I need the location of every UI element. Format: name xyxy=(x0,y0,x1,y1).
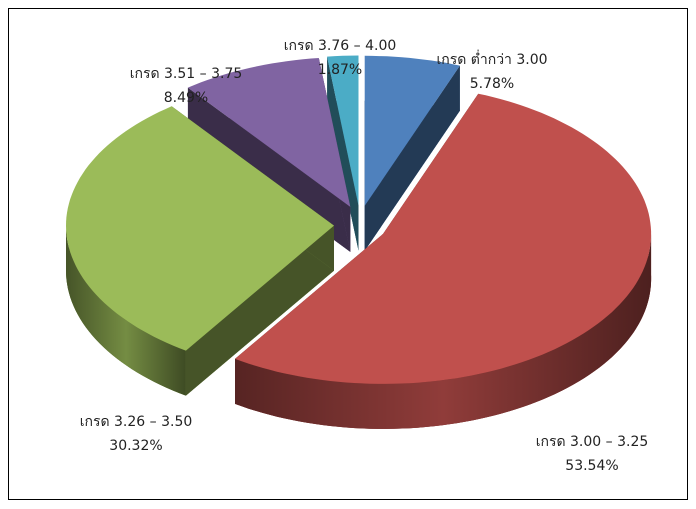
slice-wall-shade xyxy=(185,225,334,396)
slice-value-label: 30.32% xyxy=(109,438,162,454)
slice-label: เกรด 3.00 – 3.25 xyxy=(536,434,649,450)
slice-label: เกรด ต่ำกว่า 3.00 xyxy=(436,50,547,68)
slice-top xyxy=(364,55,460,206)
slice-side-shade xyxy=(235,233,652,429)
slice xyxy=(364,55,460,251)
slice xyxy=(235,93,652,429)
slice-top xyxy=(235,93,652,384)
slice-label: เกรด 3.51 – 3.75 xyxy=(130,66,243,82)
slice-wall-shade xyxy=(327,56,359,251)
slice-value-label: 5.78% xyxy=(470,76,514,92)
slice-top xyxy=(66,106,334,351)
slice-value-label: 8.49% xyxy=(164,90,208,106)
slice-top xyxy=(187,58,351,207)
pie xyxy=(66,55,652,429)
slice-wall-shade xyxy=(364,65,460,251)
slice-value-label: 53.54% xyxy=(565,458,618,474)
slice-label: เกรด 3.76 – 4.00 xyxy=(284,38,397,54)
slice-value-label: 1.87% xyxy=(318,62,362,78)
slice-label: เกรด 3.26 – 3.50 xyxy=(80,414,193,430)
slice xyxy=(66,106,334,396)
labels: เกรด ต่ำกว่า 3.00 5.78% เกรด 3.00 – 3.25 53… xyxy=(80,38,649,474)
slice-side-shade xyxy=(66,225,186,396)
slice-top xyxy=(327,55,359,206)
